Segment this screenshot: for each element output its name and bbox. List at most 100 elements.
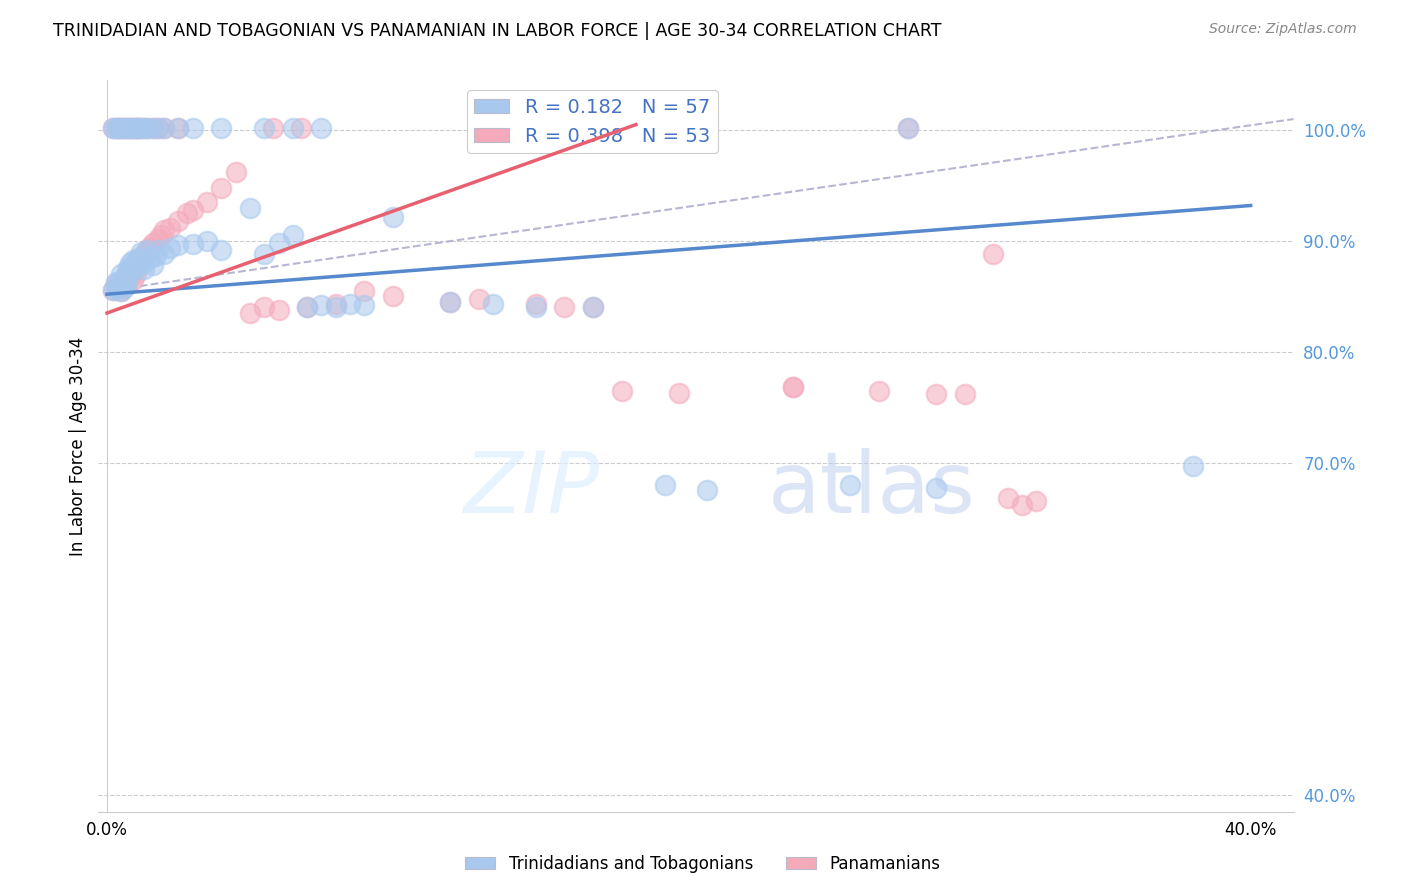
Point (253, 247, 276, 261)
Point (339, 297, 361, 311)
Point (104, 282, 127, 296)
Point (107, 120, 129, 135)
Point (110, 267, 132, 281)
Point (121, 273, 143, 287)
Point (134, 261, 156, 276)
Point (131, 245, 153, 260)
Point (467, 292, 489, 306)
Point (112, 120, 135, 135)
Point (115, 261, 138, 276)
Point (127, 258, 149, 272)
Point (159, 220, 181, 235)
Point (124, 260, 146, 275)
Point (121, 265, 143, 279)
Point (209, 243, 232, 257)
Point (295, 301, 318, 315)
Point (104, 120, 127, 135)
Point (115, 278, 138, 293)
Point (131, 120, 153, 135)
Point (1011, 498, 1033, 512)
Point (868, 384, 890, 398)
Point (118, 269, 141, 284)
Point (124, 254, 146, 268)
Point (131, 120, 153, 135)
Point (124, 120, 146, 135)
Point (110, 284, 132, 298)
Point (482, 297, 505, 311)
Point (148, 243, 170, 257)
Point (112, 120, 135, 135)
Point (110, 278, 132, 293)
Point (131, 254, 153, 268)
Text: TRINIDADIAN AND TOBAGONIAN VS PANAMANIAN IN LABOR FORCE | AGE 30-34 CORRELATION : TRINIDADIAN AND TOBAGONIAN VS PANAMANIAN… (53, 22, 942, 40)
Point (118, 256, 141, 270)
Point (121, 120, 143, 135)
Point (582, 301, 605, 315)
Point (176, 206, 198, 220)
Point (107, 276, 129, 290)
Point (118, 120, 141, 135)
Point (896, 120, 918, 135)
Point (325, 297, 347, 311)
Point (253, 301, 276, 315)
Point (267, 236, 290, 251)
Point (127, 120, 149, 135)
Point (281, 120, 304, 135)
Point (148, 120, 170, 135)
Point (925, 387, 948, 401)
Point (115, 267, 138, 281)
Point (239, 306, 262, 320)
Point (139, 251, 162, 265)
Point (142, 120, 165, 135)
Point (654, 477, 676, 491)
Point (267, 302, 290, 317)
Point (782, 380, 804, 394)
Point (167, 120, 190, 135)
Point (124, 260, 146, 275)
Point (115, 278, 138, 293)
Point (353, 284, 375, 298)
Point (124, 267, 146, 281)
Point (115, 120, 138, 135)
Point (104, 275, 127, 289)
Point (439, 294, 461, 309)
Point (142, 236, 165, 251)
Point (1025, 494, 1047, 508)
Point (118, 261, 141, 276)
Point (195, 234, 218, 248)
Point (112, 270, 135, 285)
Text: Source: ZipAtlas.com: Source: ZipAtlas.com (1209, 22, 1357, 37)
Point (181, 202, 204, 217)
Point (524, 301, 547, 315)
Point (101, 283, 124, 297)
Point (381, 210, 404, 224)
Point (896, 120, 918, 135)
Point (253, 120, 276, 135)
Point (101, 120, 124, 135)
Point (997, 491, 1019, 505)
Point (167, 214, 190, 228)
Point (290, 120, 312, 135)
Point (131, 254, 153, 268)
Legend: R = 0.182   N = 57, R = 0.398   N = 53: R = 0.182 N = 57, R = 0.398 N = 53 (467, 90, 718, 153)
Point (311, 298, 333, 312)
Point (439, 294, 461, 309)
Point (153, 247, 176, 261)
Point (295, 301, 318, 315)
Point (134, 256, 156, 270)
Point (209, 181, 232, 195)
Point (139, 239, 162, 253)
Point (209, 120, 232, 135)
Point (118, 267, 141, 281)
Point (136, 120, 159, 135)
Point (112, 273, 135, 287)
Point (107, 120, 129, 135)
Point (195, 195, 218, 210)
Point (582, 301, 605, 315)
Point (136, 243, 159, 257)
Point (981, 247, 1004, 261)
Text: atlas: atlas (768, 449, 976, 532)
Point (167, 120, 190, 135)
Point (136, 243, 159, 257)
Point (225, 165, 247, 179)
